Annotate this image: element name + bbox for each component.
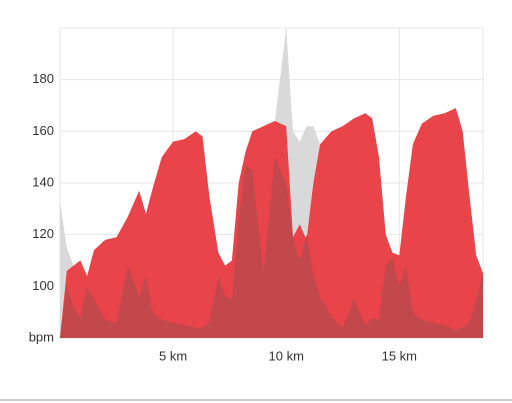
y-tick-label: 180 [32,71,54,86]
x-tick-label: 5 km [159,348,187,363]
y-tick-label: 100 [32,278,54,293]
area [60,157,483,338]
x-tick-label: 15 km [382,348,417,363]
y-tick-label: 140 [32,174,54,189]
y-tick-label: 160 [32,123,54,138]
y-tick-label: bpm [29,329,54,344]
y-tick-label: 120 [32,226,54,241]
x-tick-label: 10 km [269,348,304,363]
